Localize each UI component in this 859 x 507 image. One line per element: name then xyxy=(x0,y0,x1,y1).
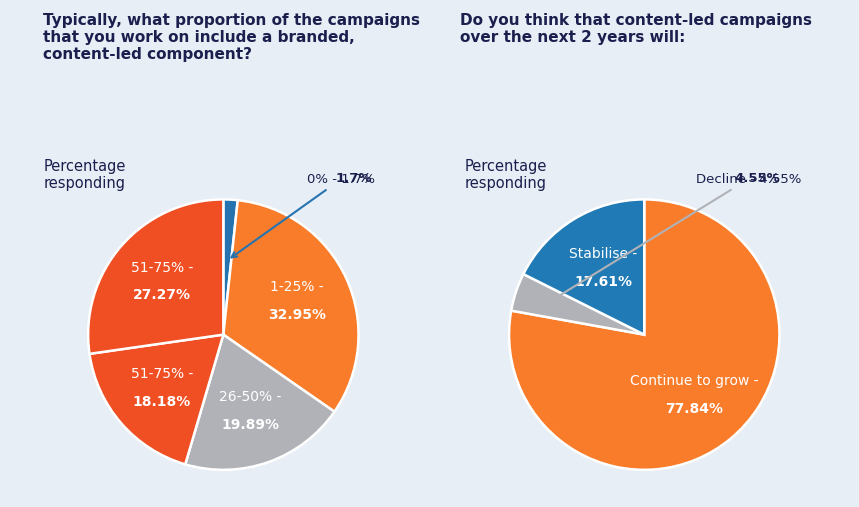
Text: 4.55%: 4.55% xyxy=(734,172,781,185)
Text: 17.61%: 17.61% xyxy=(574,275,632,288)
Wedge shape xyxy=(89,335,223,464)
Text: 26-50% -: 26-50% - xyxy=(219,390,282,405)
Text: 1.7%: 1.7% xyxy=(336,172,372,185)
Text: Stabilise -: Stabilise - xyxy=(569,247,637,261)
Text: Percentage
responding: Percentage responding xyxy=(465,159,547,191)
Wedge shape xyxy=(223,199,238,335)
Text: 19.89%: 19.89% xyxy=(222,418,279,432)
Wedge shape xyxy=(186,335,334,470)
Text: 77.84%: 77.84% xyxy=(666,402,723,416)
Text: 18.18%: 18.18% xyxy=(133,394,192,409)
Text: 0% - 1.7%: 0% - 1.7% xyxy=(231,173,375,258)
Text: Continue to grow -: Continue to grow - xyxy=(631,374,758,388)
Text: 1-25% -: 1-25% - xyxy=(271,280,324,294)
Text: 27.27%: 27.27% xyxy=(133,288,191,302)
Wedge shape xyxy=(88,199,223,354)
Text: Decline - 4.55%: Decline - 4.55% xyxy=(552,173,801,300)
Text: 51-75% -: 51-75% - xyxy=(131,367,193,381)
Text: Do you think that content-led campaigns
over the next 2 years will:: Do you think that content-led campaigns … xyxy=(460,13,812,45)
Wedge shape xyxy=(511,274,644,335)
Wedge shape xyxy=(223,200,358,412)
Wedge shape xyxy=(509,199,779,470)
Wedge shape xyxy=(523,199,644,335)
Text: 32.95%: 32.95% xyxy=(268,308,326,321)
Text: Percentage
responding: Percentage responding xyxy=(44,159,126,191)
Text: Typically, what proportion of the campaigns
that you work on include a branded,
: Typically, what proportion of the campai… xyxy=(43,13,420,62)
Text: 51-75% -: 51-75% - xyxy=(131,261,193,275)
